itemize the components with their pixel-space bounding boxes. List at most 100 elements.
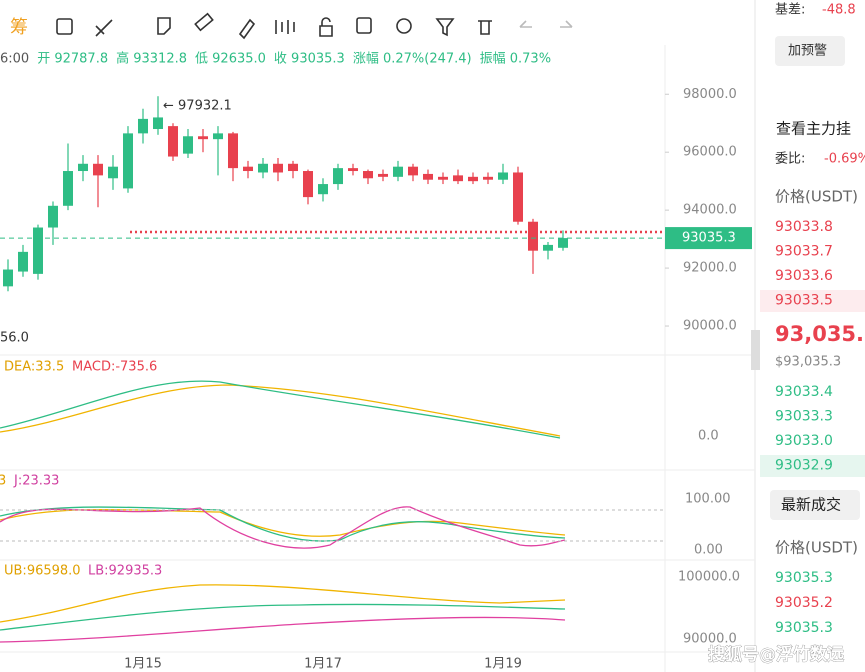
ask-price: 93033.6 [775,268,833,284]
candle-body [3,269,13,287]
bid-highlight [760,455,865,477]
orders-link[interactable]: 查看主力挂 [776,120,851,138]
candle-body [408,166,418,176]
candle-body [393,166,403,177]
candle-body [318,184,328,195]
x-tick-label: 1月15 [124,657,162,672]
candle-body [123,133,133,189]
y-tick-label: 96000.0 [683,145,737,160]
column-head: 价格(USDT) [775,539,858,557]
candle-body [288,163,298,172]
basis: -48.8 [822,3,856,18]
kdj-j: J:23.33 [13,474,59,489]
info-item: 6:00 [0,52,29,67]
candle-body [18,251,28,272]
axis-label: 100.00 [685,492,731,507]
candle-body [498,172,508,180]
trade-price: 93035.2 [775,595,833,611]
info-item: 开 92787.8 [37,52,108,67]
bid-price: 93033.0 [775,433,833,449]
candle-body [258,163,268,173]
ask-price: 93033.8 [775,219,833,235]
watermark: 搜狐号@浮竹数远 [708,644,844,665]
x-tick-label: 1月19 [484,657,522,672]
candle-body [78,163,88,172]
column-head: 价格(USDT) [775,188,858,206]
scroll-handle [751,330,760,370]
axis-label: 90000.0 [683,632,737,647]
y-tick-label: 94000.0 [683,203,737,218]
ask-price: 93033.7 [775,244,833,260]
last-price-tag [665,227,752,250]
candle-body [453,175,463,182]
macd: MACD:-735.6 [72,360,157,375]
candle-body [468,176,478,182]
candle-body [483,176,493,180]
low-marker: 56.0 [0,331,29,346]
trades-button[interactable] [770,490,860,520]
candle-body [528,221,538,251]
candle-body [273,163,283,173]
axis-label: 100000.0 [678,570,740,585]
trade-price: 93035.3 [775,620,833,636]
ratio: -0.69% [824,152,865,167]
dea: DEA:33.5 [4,360,64,375]
candle-body [363,171,373,179]
info-item: 收 93035.3 [274,52,345,67]
boll-lb: LB:92935.3 [88,564,162,579]
y-tick-label: 92000.0 [683,261,737,276]
alert-button[interactable] [775,36,845,66]
candle-body [183,136,193,154]
candle-body [213,133,223,140]
ratio-label: 委比: [775,152,805,167]
candle-body [198,136,208,140]
candle-body [153,117,163,130]
candle-body [438,176,448,180]
trades-button-label[interactable]: 最新成交 [781,496,841,514]
candle-body [303,171,313,198]
boll-ub: UB:96598.0 [4,564,81,579]
candle-body [168,126,178,157]
high-marker: ← 97932.1 [163,99,232,114]
info-item: 振幅 0.73% [480,52,551,67]
candle-body [243,166,253,172]
y-tick-label: 90000.0 [683,319,737,334]
kdj-guides [0,509,665,542]
info-item: 低 92635.0 [195,52,266,67]
candle-body [543,244,553,251]
last-price: 93,035.3 [775,322,865,346]
candle-body [558,238,568,248]
logo: 筹 [10,17,28,38]
trade-price: 93035.3 [775,570,833,586]
alert-button-label[interactable]: 加预警 [788,43,827,59]
indicator-lines [0,380,566,643]
candle-body [63,171,73,206]
candle-body [48,205,58,228]
basis-label: 基差: [775,3,805,18]
candle-body [423,173,433,180]
candle-body [348,168,358,172]
candle-body [33,227,43,274]
axis-label: 0.00 [694,543,723,558]
bid-price: 93033.4 [775,384,833,400]
candle-body [108,166,118,179]
info-item: 高 93312.8 [116,51,187,67]
bid-price: 93032.9 [775,458,833,474]
toolbar-icons[interactable] [56,12,573,40]
candle-body [513,172,523,222]
last-usd: $93,035.3 [775,355,841,370]
last-price-label: 93035.3 [682,231,736,246]
right-panel [755,0,865,672]
bid-price: 93033.3 [775,409,833,425]
candle-body [228,133,238,169]
ask-price: 93033.5 [775,293,833,309]
info-item: 涨幅 0.27%(247.4) [353,52,472,67]
kdj-k: 3 [0,474,6,489]
axis-label: 0.0 [698,429,719,444]
x-tick-label: 1月17 [304,657,342,672]
y-tick-label: 98000.0 [683,87,737,102]
ask-highlight [760,290,865,312]
candle-body [378,173,388,177]
